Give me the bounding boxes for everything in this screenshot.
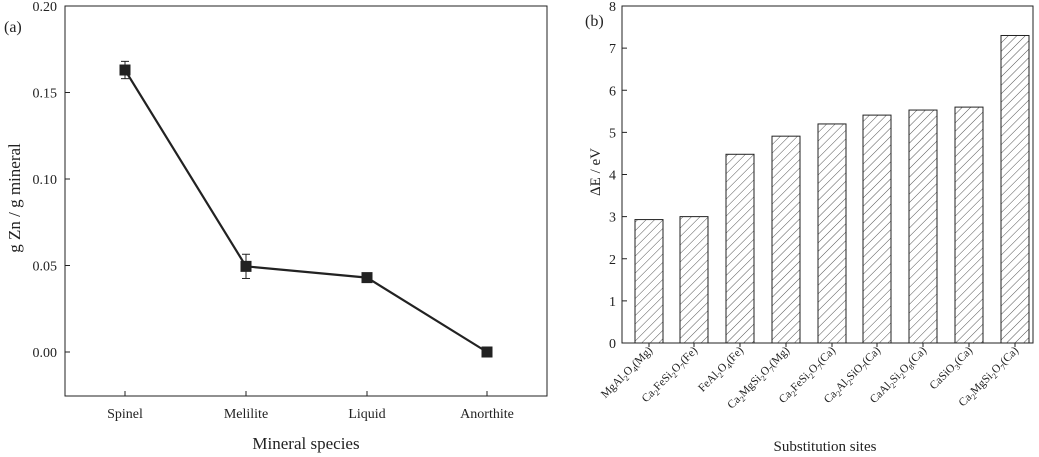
panel-b-bar (725, 153, 755, 344)
panel-b-bar (771, 135, 801, 344)
panel-b-x-axis-title: Substitution sites (774, 439, 877, 455)
panel-b-y-tick-label: 7 (609, 42, 616, 57)
panel-a-x-tick-label: Spinel (107, 407, 143, 422)
panel-a-data-point (481, 346, 493, 358)
panel-b-y-tick-label: 0 (609, 337, 616, 352)
panel-a-y-tick-label: 0.10 (33, 173, 58, 188)
panel-a-axes-frame (64, 5, 548, 397)
panel-b-category-label: CaSiO3(Ca) (928, 345, 977, 394)
panel-a-y-tick-label: 0.05 (33, 260, 58, 275)
panel-b-y-axis-title: ΔE / eV (588, 148, 604, 196)
panel-b-bar (862, 114, 892, 344)
panel-a-data-point (119, 64, 131, 76)
panel-a-data-point (240, 260, 252, 272)
panel-b-y-tick-label: 4 (609, 169, 616, 184)
panel-a-x-tick-label: Melilite (224, 407, 268, 422)
panel-b-category-labels: MgAl2O4(Mg)Ca2FeSi2O7(Fe)FeAl2O4(Fe)Ca2M… (599, 345, 1021, 412)
panel-a-y-tick-label: 0.00 (33, 346, 58, 361)
panel-a-x-tick-label: Anorthite (460, 407, 514, 422)
panel-b-bar (1000, 34, 1030, 344)
panel-b-y-ticks: 0 1 2 3 4 5 6 7 8 (609, 0, 627, 352)
panel-b-bar (634, 219, 664, 344)
panel-b-bar (817, 123, 847, 344)
panel-b-y-tick-label: 3 (609, 211, 616, 226)
panel-a-label: (a) (4, 19, 22, 36)
panel-b-y-tick-label: 6 (609, 84, 616, 99)
panel-b: (b) 0 1 2 3 4 5 6 7 8 MgAl2O4(Mg)Ca2FeSi2O7(Fe)F… (585, 0, 1034, 455)
panel-b-bar (954, 106, 984, 344)
panel-a-x-ticks: Spinel Melilite Liquid Anorthite (107, 391, 514, 422)
panel-a-x-axis-title: Mineral species (252, 434, 359, 453)
panel-b-bar (908, 109, 938, 344)
panel-a: (a) 0.00 0.05 0.10 0.15 0.20 Spinel Melilite L… (4, 0, 548, 453)
panel-a-y-axis-title: g Zn / g mineral (5, 143, 24, 253)
panel-a-y-tick-label: 0.20 (33, 0, 58, 15)
panel-b-bar (679, 216, 709, 344)
panel-b-label: (b) (585, 13, 604, 30)
panel-a-y-tick-label: 0.15 (33, 87, 58, 102)
panel-b-y-tick-label: 1 (609, 295, 616, 310)
panel-a-x-tick-label: Liquid (348, 407, 385, 422)
panel-a-series (119, 60, 493, 358)
panel-b-y-tick-label: 5 (609, 126, 616, 141)
panel-b-bars (634, 34, 1030, 347)
panel-b-y-tick-label: 2 (609, 253, 616, 268)
panel-a-data-point (361, 272, 373, 284)
panel-a-series-line (124, 69, 488, 353)
panel-b-y-tick-label: 8 (609, 0, 616, 15)
panel-a-y-ticks: 0.00 0.05 0.10 0.15 0.20 (33, 0, 70, 361)
